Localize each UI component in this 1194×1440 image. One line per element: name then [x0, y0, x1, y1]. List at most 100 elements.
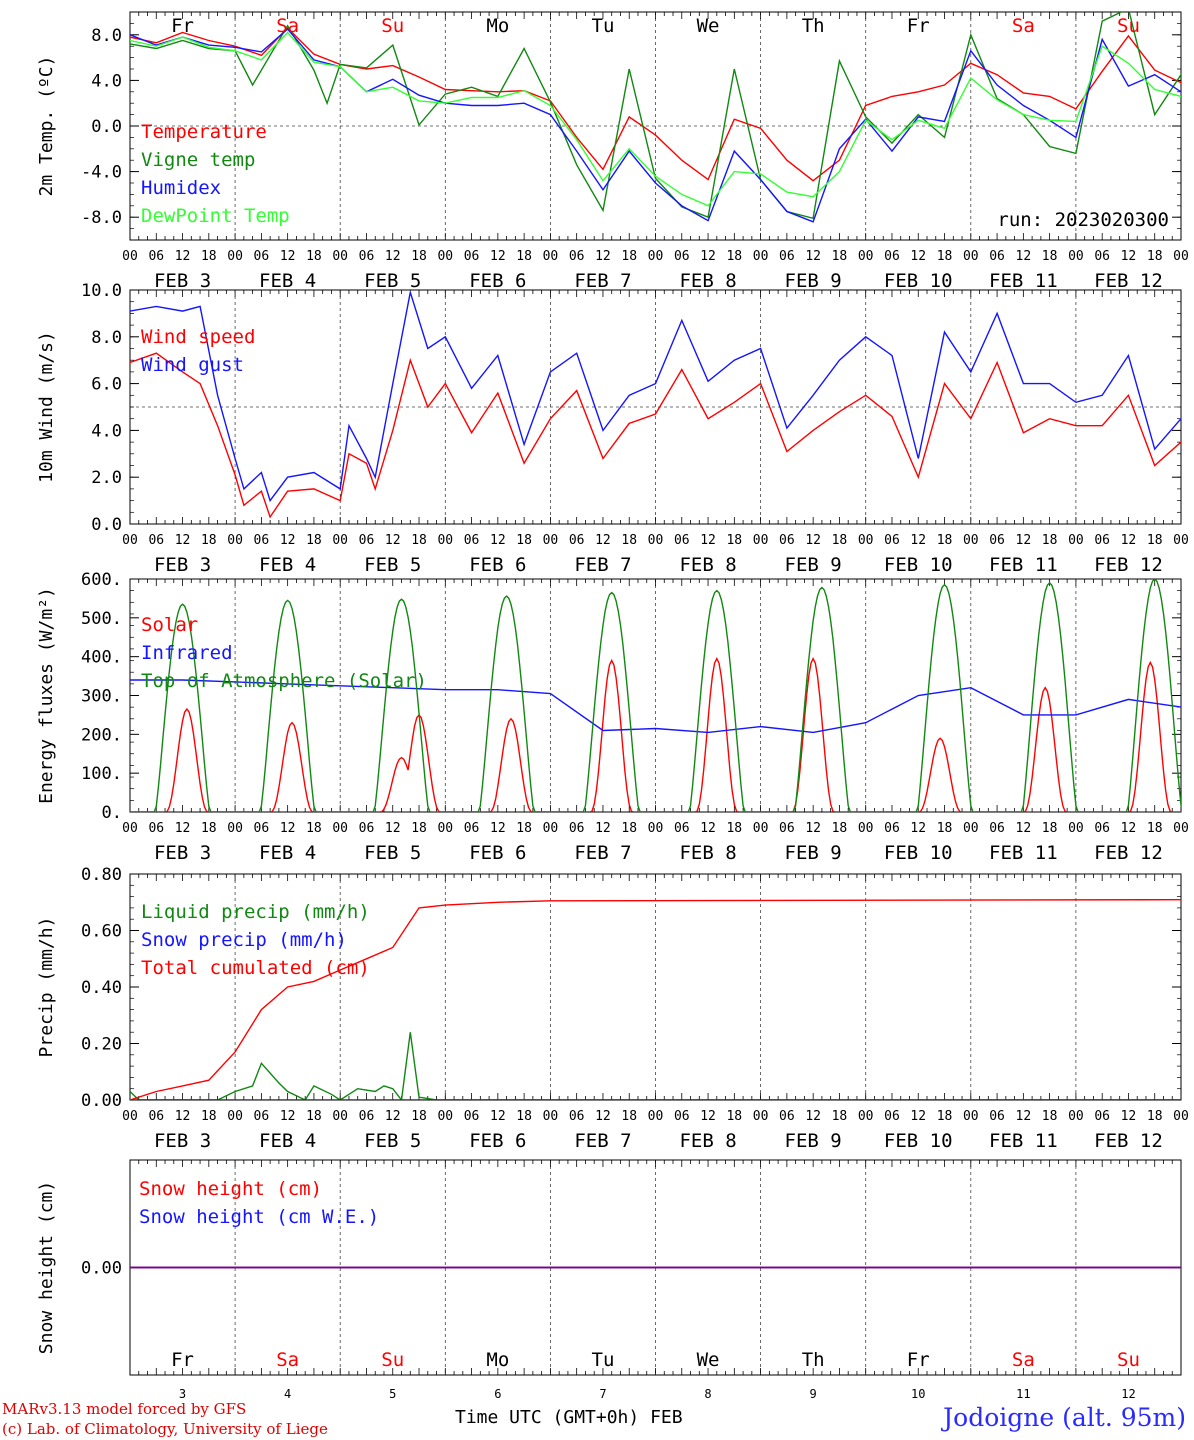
weekday-label: Mo	[486, 15, 509, 37]
hour-tick-label: 12	[595, 1109, 611, 1124]
date-label: FEB 4	[259, 1130, 316, 1152]
date-label: FEB 10	[884, 842, 953, 864]
legend-entry: Top of Atmosphere (Solar)	[141, 670, 427, 692]
date-label: FEB 3	[154, 842, 211, 864]
date-label: FEB 11	[989, 270, 1058, 292]
series-line-solar	[130, 656, 1181, 812]
legend-entry: Snow height (cm W.E.)	[139, 1206, 379, 1228]
hour-tick-label: 06	[148, 249, 164, 264]
date-label: FEB 11	[989, 1130, 1058, 1152]
hour-tick-label: 00	[648, 821, 664, 836]
hour-tick-label: 18	[411, 533, 427, 548]
hour-tick-label: 18	[201, 249, 217, 264]
hour-tick-label: 12	[1016, 249, 1032, 264]
legend-entry: Liquid precip (mm/h)	[141, 901, 370, 923]
hour-tick-label: 12	[490, 821, 506, 836]
hour-tick-label: 00	[543, 821, 559, 836]
hour-tick-label: 12	[805, 1109, 821, 1124]
hour-tick-label: 00	[1068, 249, 1084, 264]
y-tick-label: 0.40	[81, 978, 122, 998]
day-number-label: 7	[599, 1387, 606, 1401]
hour-tick-label: 06	[884, 821, 900, 836]
y-tick-label: 0.60	[81, 922, 122, 942]
weekday-label: Th	[802, 1349, 825, 1371]
hour-tick-label: 12	[1016, 1109, 1032, 1124]
hour-tick-label: 12	[175, 533, 191, 548]
y-tick-label: 0.	[102, 803, 122, 823]
day-number-label: 3	[179, 1387, 186, 1401]
weekday-label: Su	[1117, 15, 1140, 37]
legend-entry: Humidex	[141, 177, 221, 199]
hour-tick-label: 12	[910, 1109, 926, 1124]
hour-tick-label: 00	[648, 1109, 664, 1124]
hour-tick-label: 06	[464, 533, 480, 548]
hour-tick-label: 12	[490, 533, 506, 548]
y-tick-label: 500.	[81, 609, 122, 629]
day-number-label: 11	[1016, 1387, 1030, 1401]
hour-tick-label: 06	[464, 249, 480, 264]
hour-tick-label: 00	[963, 1109, 979, 1124]
hour-tick-label: 00	[227, 533, 243, 548]
hour-tick-label: 18	[937, 533, 953, 548]
weekday-label: We	[697, 15, 720, 37]
weekday-label: Fr	[907, 1349, 930, 1371]
date-label: FEB 9	[785, 554, 842, 576]
hour-tick-label: 18	[411, 1109, 427, 1124]
hour-tick-label: 06	[779, 533, 795, 548]
legend-entry: Wind gust	[141, 354, 244, 376]
hour-tick-label: 00	[753, 533, 769, 548]
date-label: FEB 6	[469, 554, 526, 576]
date-label: FEB 4	[259, 270, 316, 292]
hour-tick-label: 06	[359, 533, 375, 548]
hour-tick-label: 00	[1068, 821, 1084, 836]
date-label: FEB 6	[469, 842, 526, 864]
hour-tick-label: 12	[280, 821, 296, 836]
hour-tick-label: 00	[332, 249, 348, 264]
time-axis-label: Time UTC (GMT+0h) FEB	[455, 1407, 683, 1428]
hour-tick-label: 06	[779, 249, 795, 264]
hour-tick-label: 12	[700, 1109, 716, 1124]
hour-tick-label: 18	[516, 1109, 532, 1124]
date-label: FEB 6	[469, 1130, 526, 1152]
hour-tick-label: 06	[254, 249, 270, 264]
hour-tick-label: 12	[385, 821, 401, 836]
series-line-wind-speed	[130, 352, 1181, 519]
y-tick-label: 0.0	[91, 117, 122, 137]
date-label: FEB 12	[1094, 270, 1163, 292]
hour-tick-label: 06	[569, 533, 585, 548]
weekday-label: Su	[381, 15, 404, 37]
y-axis-label: Snow height (cm)	[36, 1181, 57, 1354]
hour-tick-label: 06	[359, 249, 375, 264]
hour-tick-label: 00	[753, 249, 769, 264]
hour-tick-label: 12	[805, 533, 821, 548]
weekday-label: Tu	[592, 1349, 615, 1371]
run-label: run: 2023020300	[997, 209, 1169, 231]
date-label: FEB 8	[679, 1130, 736, 1152]
hour-tick-label: 00	[858, 821, 874, 836]
series-line-dewpoint-temp	[130, 31, 1181, 207]
hour-tick-label: 06	[254, 1109, 270, 1124]
y-tick-label: 6.0	[91, 375, 122, 395]
hour-tick-label: 00	[1173, 1109, 1189, 1124]
hour-tick-label: 12	[385, 533, 401, 548]
hour-tick-label: 06	[148, 821, 164, 836]
y-axis-label: 10m Wind (m/s)	[36, 331, 57, 483]
hour-tick-label: 00	[648, 249, 664, 264]
date-label: FEB 11	[989, 554, 1058, 576]
hour-tick-label: 00	[1068, 533, 1084, 548]
hour-tick-label: 18	[1147, 249, 1163, 264]
date-label: FEB 5	[364, 270, 421, 292]
hour-tick-label: 18	[1147, 533, 1163, 548]
hour-tick-label: 12	[805, 249, 821, 264]
date-label: FEB 10	[884, 270, 953, 292]
hour-tick-label: 00	[227, 821, 243, 836]
date-label: FEB 8	[679, 554, 736, 576]
hour-tick-label: 18	[201, 533, 217, 548]
hour-tick-label: 12	[910, 821, 926, 836]
hour-tick-label: 12	[280, 533, 296, 548]
date-label: FEB 10	[884, 554, 953, 576]
date-label: FEB 5	[364, 1130, 421, 1152]
weekday-label: Sa	[276, 1349, 299, 1371]
hour-tick-label: 06	[569, 1109, 585, 1124]
hour-tick-label: 12	[490, 249, 506, 264]
